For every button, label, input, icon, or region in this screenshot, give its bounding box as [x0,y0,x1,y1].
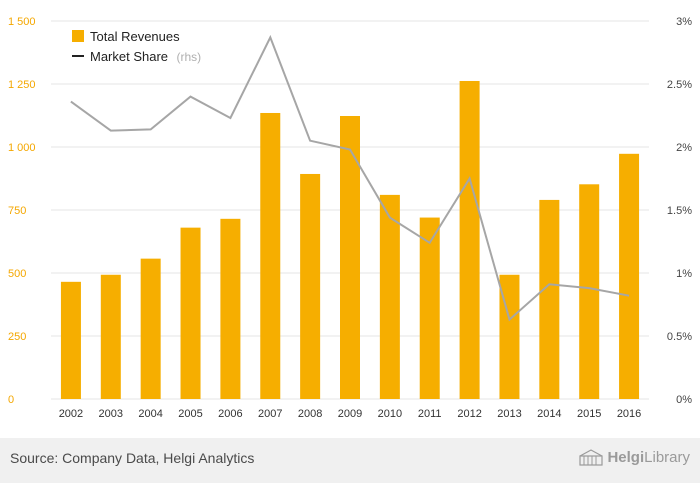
x-tick-label: 2010 [378,408,402,420]
left-tick-label: 500 [8,268,26,280]
left-tick-label: 1 500 [8,16,36,28]
building-icon [579,449,604,466]
right-tick-label: 0% [676,394,692,406]
revenue-bars [60,80,640,399]
x-tick-label: 2007 [258,408,282,420]
legend-label-market-share: Market Share (rhs) [90,48,201,65]
legend-label-revenues: Total Revenues [90,29,180,44]
revenue-bar [419,217,440,399]
x-tick-label: 2008 [298,408,322,420]
x-tick-label: 2015 [577,408,601,420]
revenue-bar [100,274,121,399]
legend: Total Revenues Market Share (rhs) [72,29,201,65]
left-tick-label: 250 [8,331,26,343]
revenue-bar [379,194,400,399]
source-note: Source: Company Data, Helgi Analytics [10,450,255,466]
left-axis: 0 250 500 750 1 000 1 250 1 500 [8,16,36,406]
x-tick-label: 2012 [457,408,481,420]
x-tick-label: 2014 [537,408,561,420]
revenue-bar [260,112,281,399]
revenue-bar [499,274,520,399]
brand-text: HelgiLibrary [607,448,690,466]
revenue-bar [180,227,201,399]
left-tick-label: 0 [8,394,14,406]
x-tick-label: 2009 [338,408,362,420]
footer: Source: Company Data, Helgi Analytics He… [0,438,700,483]
left-tick-label: 1 000 [8,142,36,154]
right-tick-label: 0.5% [667,331,692,343]
revenue-bar [140,258,161,399]
revenue-bar [60,281,81,399]
revenue-bar [220,218,241,399]
x-tick-label: 2006 [218,408,242,420]
revenue-bar [539,199,560,399]
right-tick-label: 1% [676,268,692,280]
brand-logo: HelgiLibrary [579,448,690,466]
revenue-bar [619,153,640,399]
x-tick-label: 2013 [497,408,521,420]
right-axis: 0% 0.5% 1% 1.5% 2% 2.5% 3% [667,16,692,406]
x-tick-label: 2004 [138,408,162,420]
revenue-bar [300,173,321,399]
legend-swatch-revenues [72,30,84,42]
revenue-bar [340,116,360,399]
right-tick-label: 2.5% [667,79,692,91]
left-tick-label: 1 250 [8,79,36,91]
left-tick-label: 750 [8,205,26,217]
revenue-bar [459,80,480,399]
chart: 0 250 500 750 1 000 1 250 1 500 0% 0.5% 1% 1.5% 2%… [8,16,692,420]
right-tick-label: 2% [676,142,692,154]
right-tick-label: 3% [676,16,692,28]
x-tick-label: 2011 [418,408,442,420]
x-tick-label: 2003 [99,408,123,420]
market-share-line [70,34,630,322]
right-tick-label: 1.5% [667,205,692,217]
x-tick-label: 2016 [617,408,641,420]
revenue-bar [579,184,600,399]
x-tick-label: 2002 [59,408,83,420]
x-axis: 2002 2003 2004 2005 2006 2007 2008 2009 2010 2011… [59,408,642,420]
x-tick-label: 2005 [178,408,202,420]
